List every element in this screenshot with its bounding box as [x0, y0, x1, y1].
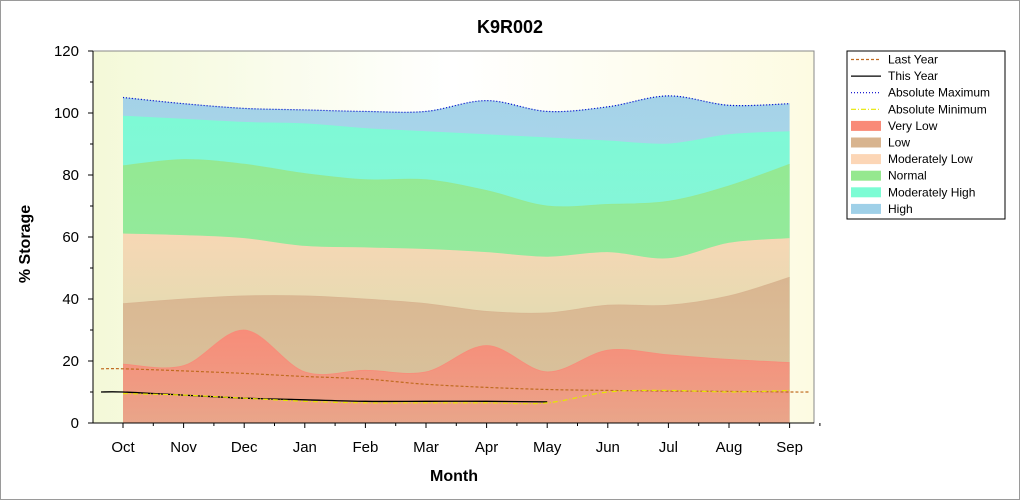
y-tick-label: 80	[62, 167, 79, 184]
legend: Last Year This Year Absolute Maximum Absolu…	[846, 50, 1006, 220]
legend-swatch	[851, 154, 881, 165]
band-edge-very-low	[122, 329, 790, 375]
y-tick-label: 60	[62, 229, 79, 246]
x-tick-label: Aug	[716, 439, 743, 456]
legend-item-high: High	[851, 202, 913, 216]
legend-label: Last Year	[888, 53, 938, 67]
legend-box	[846, 50, 1006, 220]
legend-item-very-low: Very Low	[851, 119, 938, 133]
legend-item-absolute-minimum: Absolute Minimum	[851, 102, 987, 116]
y-tick-label: 20	[62, 353, 79, 370]
band-edge-moderately-low	[122, 233, 790, 260]
band-edge-low	[122, 276, 790, 314]
legend-item-this-year: This Year	[851, 69, 938, 83]
band-edge-normal	[122, 159, 790, 208]
axes-layer: 0 20 40 60 80 100 120 Oct Nov Dec Jan Feb Mar Apr May J…	[54, 43, 821, 456]
x-tick-label: Sep	[776, 439, 803, 456]
line-last-year	[100, 368, 811, 393]
x-tick-label: May	[533, 439, 562, 456]
legend-label: Moderately Low	[888, 152, 973, 166]
x-tick-label: Jun	[596, 439, 620, 456]
lines-layer	[100, 95, 811, 405]
legend-swatch	[851, 170, 881, 181]
legend-item-low: Low	[851, 136, 910, 150]
band-edge-high	[122, 95, 790, 113]
legend-item-absolute-maximum: Absolute Maximum	[851, 86, 990, 100]
y-tick-label: 40	[62, 291, 79, 308]
legend-label: Normal	[888, 169, 927, 183]
chart-title: K9R002	[477, 17, 543, 37]
y-tick-label: 100	[54, 105, 79, 122]
bands-layer	[122, 95, 790, 424]
legend-item-moderately-low: Moderately Low	[851, 152, 973, 166]
legend-swatch	[851, 137, 881, 148]
x-tick-label: Jan	[293, 439, 317, 456]
y-tick-label: 120	[54, 43, 79, 60]
legend-swatch	[851, 203, 881, 214]
legend-swatch	[851, 187, 881, 198]
legend-label: Absolute Minimum	[888, 102, 987, 116]
line-absolute-minimum	[122, 389, 790, 405]
legend-label: Absolute Maximum	[888, 86, 990, 100]
line-this-year	[100, 391, 548, 403]
x-tick-label: Oct	[111, 439, 135, 456]
legend-swatch	[851, 120, 881, 131]
legend-label: Low	[888, 136, 910, 150]
y-axis-title: % Storage	[17, 205, 34, 283]
legend-label: High	[888, 202, 913, 216]
x-tick-label: Nov	[170, 439, 197, 456]
x-tick-label: Mar	[413, 439, 439, 456]
band-edge-moderately-high	[122, 115, 790, 145]
x-tick-label: Apr	[475, 439, 498, 456]
legend-label: This Year	[888, 69, 938, 83]
legend-item-normal: Normal	[851, 169, 927, 183]
legend-item-last-year: Last Year	[851, 53, 938, 67]
x-tick-label: Feb	[352, 439, 378, 456]
x-tick-label: Jul	[659, 439, 678, 456]
legend-label: Moderately High	[888, 185, 975, 199]
y-tick-label: 0	[71, 415, 79, 432]
x-axis-title: Month	[430, 468, 478, 485]
legend-item-moderately-high: Moderately High	[851, 185, 975, 199]
legend-label: Very Low	[888, 119, 938, 133]
x-tick-label: Dec	[231, 439, 258, 456]
